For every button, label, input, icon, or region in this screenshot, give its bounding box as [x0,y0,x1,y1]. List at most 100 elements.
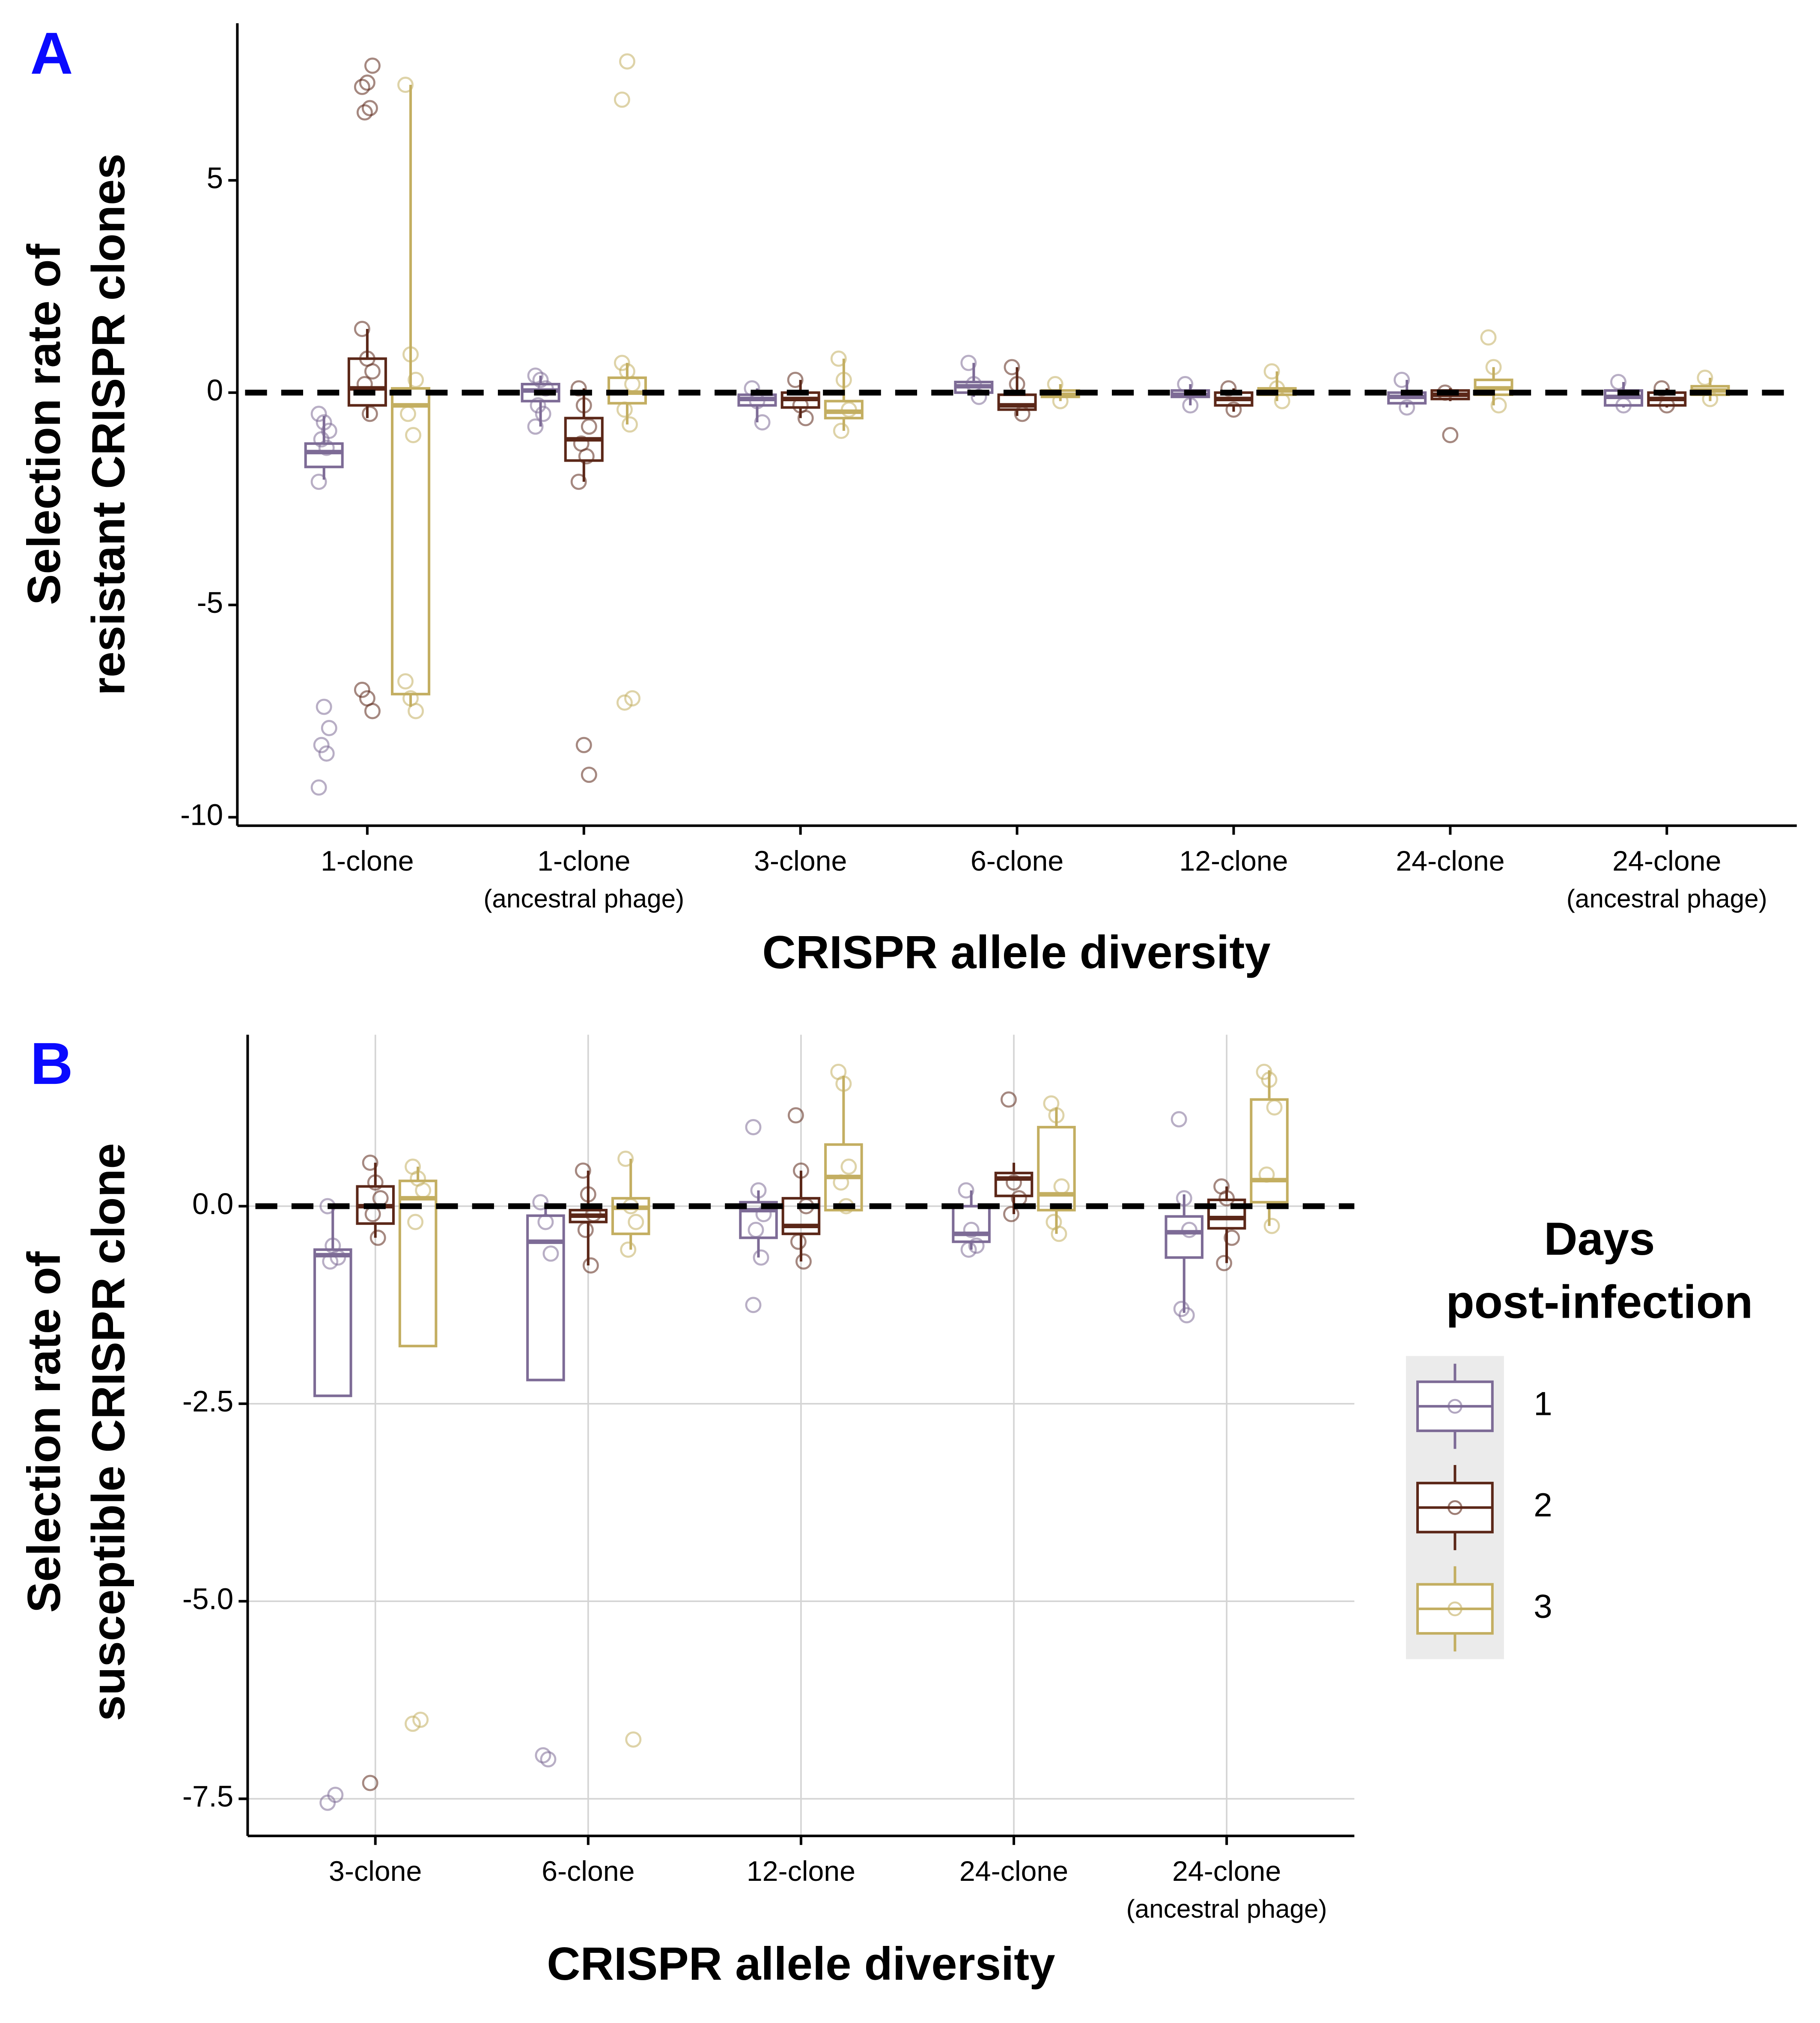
data-point [527,367,544,384]
data-point [1003,1206,1019,1223]
data-point [797,410,814,427]
legend-label: 3 [1534,1587,1552,1625]
data-point [1051,1226,1067,1242]
data-point [364,363,381,380]
box [398,1179,438,1348]
data-point [362,1775,378,1791]
data-point [318,439,335,456]
x-axis-title: CRISPR allele diversity [762,926,1270,978]
data-point [408,372,424,388]
data-point [310,474,327,490]
legend-title: post-infection [1446,1276,1753,1328]
data-point [624,690,640,707]
legend-point [1448,1399,1463,1414]
data-point [575,737,592,753]
y-tick-label: 5 [207,161,223,194]
x-tick-label: 3-clone [754,845,847,877]
data-point [787,372,804,388]
box [391,387,431,695]
legend-point [1448,1601,1463,1617]
box [1250,1098,1289,1204]
data-point [1225,401,1242,418]
data-point [790,1233,807,1250]
data-point [616,401,633,418]
data-point [840,1158,857,1175]
data-point [535,1747,551,1763]
data-point [321,720,337,737]
data-point [327,1787,344,1803]
data-point [369,1229,386,1246]
box [1207,1198,1246,1230]
data-point [968,1237,985,1254]
data-point [397,673,414,690]
y-tick-label: -2.5 [182,1384,233,1418]
data-point [575,1162,591,1179]
data-point [400,406,417,422]
data-point [310,406,327,422]
data-point [1181,1221,1197,1238]
x-tick-label: 1-clone [537,845,630,877]
y-axis-title: resistant CRISPR clones [83,153,134,695]
data-point [960,355,977,371]
data-point [753,1249,769,1266]
data-point [364,1206,381,1223]
data-point [364,57,381,74]
data-point [830,350,847,367]
data-point [1480,329,1497,346]
data-point [405,1716,421,1732]
data-point [1610,374,1626,391]
x-tick-label: (ancestral phage) [1126,1894,1327,1923]
data-point [745,1297,762,1313]
data-point [1394,372,1410,388]
y-tick-label: 0.0 [192,1187,233,1220]
data-point [570,474,587,490]
data-point [354,321,370,337]
data-point [397,77,414,93]
data-point [621,416,638,433]
box [781,1197,821,1235]
data-point [1004,359,1020,376]
x-tick-label: 1-clone [321,845,414,877]
data-point [310,779,327,796]
box [526,1214,565,1381]
data-point [318,745,335,762]
data-point [748,1221,764,1238]
data-point [614,355,630,371]
data-point [754,414,771,431]
data-point [581,767,597,783]
box [1037,1126,1076,1211]
data-point [535,406,551,422]
x-tick-label: 24-clone [1612,845,1721,877]
data-point [1266,1099,1283,1116]
data-point [617,1150,634,1167]
data-point [787,1107,804,1124]
box [952,1205,991,1243]
data-point [619,53,635,70]
y-tick-label: -7.5 [182,1780,233,1813]
data-point [1442,427,1459,443]
y-axis-title: susceptible CRISPR clone [83,1143,134,1721]
data-point [415,1182,432,1199]
data-point [963,1221,980,1238]
data-point [833,423,849,439]
data-point [1263,1217,1280,1234]
data-point [364,703,381,719]
data-point [1006,1174,1022,1191]
data-point [1053,1178,1070,1195]
data-point [542,1245,559,1262]
data-point [578,448,595,465]
data-point [408,703,424,719]
data-point [537,1214,554,1230]
data-point [958,1182,974,1199]
box [611,1197,650,1235]
data-point [313,737,330,753]
data-point [412,1711,429,1728]
data-point [530,397,546,414]
data-point [361,406,378,422]
box [347,357,387,407]
box [304,442,344,468]
data-point [361,100,378,116]
data-point [532,372,549,388]
data-point [1697,370,1713,386]
